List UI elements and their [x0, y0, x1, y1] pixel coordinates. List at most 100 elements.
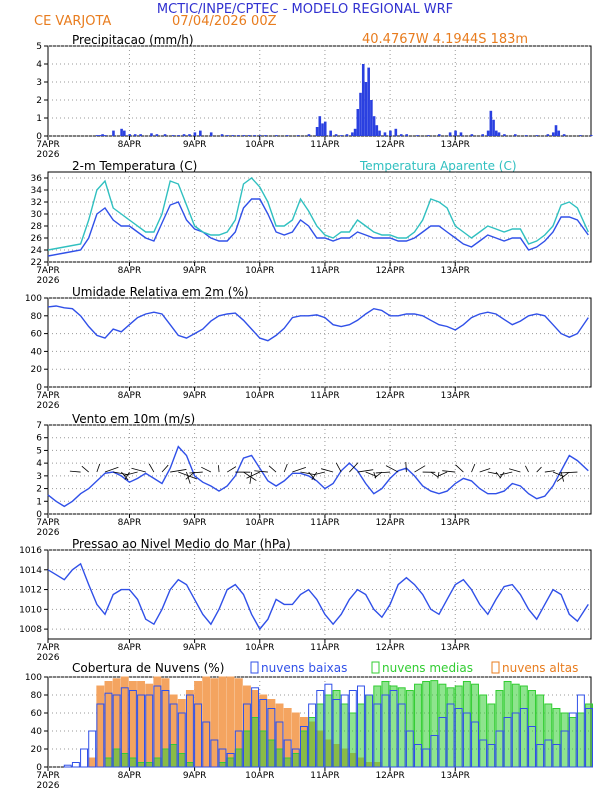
series-line-0: [47, 562, 589, 631]
wind-arrow: [185, 471, 195, 480]
cloud-bar-mid: [137, 762, 146, 768]
cloud-bar-low: [177, 712, 186, 768]
y-tick-label: 40: [31, 727, 43, 737]
y-tick-label: 36: [31, 174, 43, 184]
cloud-bar-mid: [169, 744, 178, 768]
precip-bar: [258, 135, 262, 136]
wind-arrow: [201, 466, 212, 473]
precip-bar: [323, 121, 327, 136]
y-tick-label: 34: [31, 186, 43, 196]
precip-bar: [334, 134, 338, 136]
cloud-bar-low: [259, 699, 268, 768]
precip-bar: [226, 135, 229, 136]
precip-bar: [513, 134, 517, 136]
cloud-bar-low: [528, 726, 536, 768]
cloud-bar-mid: [422, 681, 431, 768]
legend-high-swatch: [491, 661, 500, 674]
cloud-bar-mid: [259, 730, 268, 768]
precip-bar: [318, 116, 322, 136]
precip-bar: [554, 125, 558, 136]
x-tick-label: 13APR: [441, 643, 470, 653]
cloud-bar-low: [291, 748, 300, 768]
precip-bar: [104, 135, 107, 136]
cloud-bar-low: [251, 687, 260, 768]
cloud-bar-low: [576, 694, 585, 768]
cloud-bar-mid: [381, 681, 390, 768]
y-tick-label: 5: [36, 446, 42, 456]
y-tick-label: 1016: [19, 546, 42, 556]
cloud-bar-mid: [438, 683, 447, 768]
wind-arrow: [442, 470, 456, 473]
legend-high-label: nuvens altas: [502, 661, 578, 675]
cloud-bar-high: [185, 690, 194, 768]
cloud-bar-mid: [503, 681, 512, 768]
x-tick-label: 11APR: [310, 391, 339, 401]
precip-bar: [315, 127, 319, 136]
x-tick-label: 9APR: [183, 140, 207, 150]
cloud-bar-mid: [389, 685, 398, 768]
location-label: CE VARJOTA: [34, 14, 111, 29]
precip-bar: [389, 130, 392, 136]
wind-arrow: [405, 461, 407, 473]
x-tick-label: 13APR: [441, 140, 470, 150]
precip-bar: [546, 134, 550, 136]
x-tick-label: 10APR: [245, 391, 274, 401]
cloud-bar-low: [267, 708, 276, 768]
precip-bar: [182, 134, 186, 136]
y-tick-label: 0: [36, 383, 42, 393]
cloud-bar-low: [202, 721, 211, 768]
cloud-bar-low: [430, 735, 439, 768]
x-tick-label: 8APR: [118, 266, 142, 276]
wind-arrow: [104, 466, 119, 473]
precip-bar: [275, 135, 278, 136]
precip-bar: [551, 132, 555, 136]
precip-bar: [95, 135, 99, 136]
series-line-0: [47, 198, 589, 257]
wind-arrow: [487, 471, 499, 475]
cloud-bar-low: [71, 762, 80, 768]
panel-frame: [47, 549, 592, 640]
cloud-bar-low: [438, 717, 447, 768]
cloud-bar-low: [454, 708, 463, 768]
cloud-bar-low: [479, 739, 488, 768]
cloud-bar-high: [210, 678, 219, 768]
cloud-bar-low: [414, 744, 422, 768]
wind-arrow: [186, 471, 191, 484]
y-tick-label: 0: [36, 763, 42, 773]
precip-bar: [193, 132, 197, 136]
cloud-bar-low: [568, 712, 577, 768]
cloud-bar-mid: [291, 753, 300, 768]
cloud-bar-mid: [511, 683, 520, 768]
cloud-bar-mid: [519, 685, 528, 768]
wind-title: Vento em 10m (m/s): [72, 412, 195, 426]
cloud-bar-mid: [430, 680, 439, 768]
cloud-bar-mid: [560, 712, 569, 768]
cloud-bar-low: [88, 730, 97, 768]
y-tick-label: 2: [36, 96, 42, 106]
precip-bar: [199, 130, 202, 136]
x-tick-label: 11APR: [310, 771, 339, 781]
cloud-bar-mid: [479, 694, 488, 768]
x-tick-label: 7APR: [36, 391, 60, 401]
cloud-bar-low: [446, 703, 455, 768]
wind-arrow: [113, 471, 129, 476]
precip-bar: [481, 134, 484, 136]
precip-bar: [150, 133, 153, 136]
x-tick-label: 13APR: [441, 266, 470, 276]
wind-arrow: [283, 463, 288, 473]
wind-arrow: [414, 465, 426, 473]
y-tick-label: 0: [36, 510, 42, 520]
precip-bar: [361, 64, 365, 136]
y-tick-label: 3: [36, 78, 42, 88]
cloud-bar-mid: [471, 683, 479, 768]
x-tick-label: 12APR: [375, 140, 404, 150]
x-tick-label: 11APR: [310, 140, 339, 150]
x-tick-label: 12APR: [375, 643, 404, 653]
x-tick-label: 11APR: [310, 518, 339, 528]
y-tick-label: 1012: [19, 586, 42, 596]
y-tick-label: 1: [36, 114, 42, 124]
cloud-bar-mid: [185, 762, 194, 768]
coords-label: 40.4767W 4.1944S 183m: [362, 32, 528, 47]
cloud-bar-high: [128, 681, 137, 768]
